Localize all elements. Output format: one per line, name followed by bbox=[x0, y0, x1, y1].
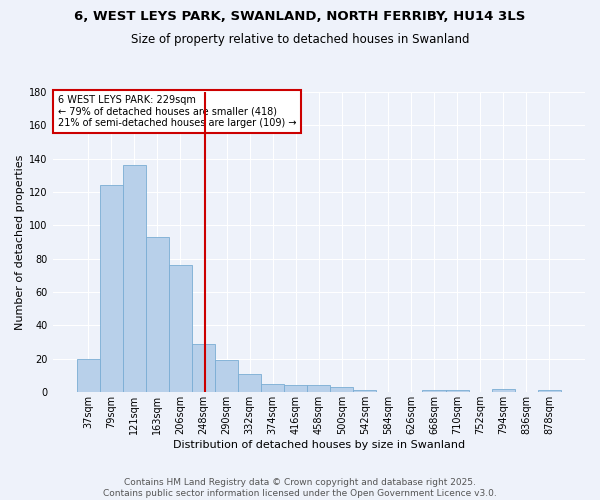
Bar bbox=[446, 390, 469, 392]
Text: Size of property relative to detached houses in Swanland: Size of property relative to detached ho… bbox=[131, 32, 469, 46]
Bar bbox=[100, 186, 123, 392]
Text: 6, WEST LEYS PARK, SWANLAND, NORTH FERRIBY, HU14 3LS: 6, WEST LEYS PARK, SWANLAND, NORTH FERRI… bbox=[74, 10, 526, 23]
X-axis label: Distribution of detached houses by size in Swanland: Distribution of detached houses by size … bbox=[173, 440, 465, 450]
Bar bbox=[353, 390, 376, 392]
Text: 6 WEST LEYS PARK: 229sqm
← 79% of detached houses are smaller (418)
21% of semi-: 6 WEST LEYS PARK: 229sqm ← 79% of detach… bbox=[58, 95, 296, 128]
Bar bbox=[307, 386, 330, 392]
Bar bbox=[422, 390, 446, 392]
Bar bbox=[123, 166, 146, 392]
Bar bbox=[491, 389, 515, 392]
Y-axis label: Number of detached properties: Number of detached properties bbox=[15, 154, 25, 330]
Bar bbox=[169, 266, 192, 392]
Text: Contains HM Land Registry data © Crown copyright and database right 2025.
Contai: Contains HM Land Registry data © Crown c… bbox=[103, 478, 497, 498]
Bar bbox=[284, 386, 307, 392]
Bar bbox=[77, 359, 100, 392]
Bar bbox=[538, 390, 561, 392]
Bar bbox=[192, 344, 215, 392]
Bar bbox=[238, 374, 261, 392]
Bar bbox=[215, 360, 238, 392]
Bar bbox=[146, 237, 169, 392]
Bar bbox=[261, 384, 284, 392]
Bar bbox=[330, 387, 353, 392]
